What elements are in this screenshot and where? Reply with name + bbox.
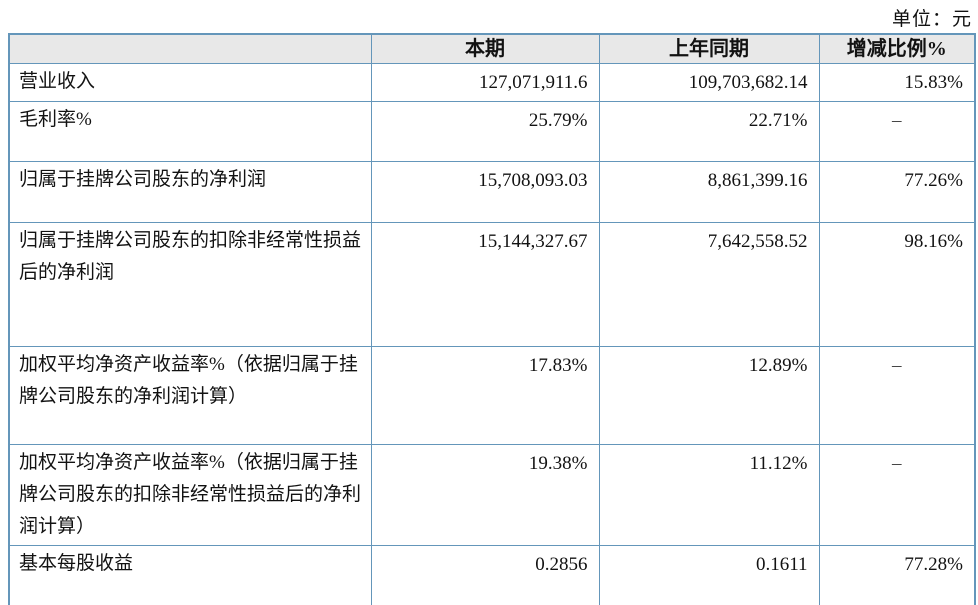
table-row-gross-margin: 毛利率% 25.79% 22.71% – [8,101,976,162]
table-row-net-profit-excl-nonrecurring: 归属于挂牌公司股东的扣除非经常性损益后的净利润 15,144,327.67 7,… [8,222,976,347]
current-period-value: 19.38% [370,444,600,546]
current-period-value: 15,144,327.67 [370,222,600,347]
prior-period-value: 11.12% [598,444,820,546]
prior-period-value: 22.71% [598,101,820,162]
table-row-net-profit-attributable: 归属于挂牌公司股东的净利润 15,708,093.03 8,861,399.16… [8,161,976,223]
unit-label: 单位：元 [891,9,972,30]
change-ratio-value: – [818,444,976,546]
change-ratio-value: 77.28% [818,544,976,605]
table-row-weighted-avg-roe-excl-nonrecurring: 加权平均净资产收益率%（依据归属于挂牌公司股东的扣除非经常性损益后的净利润计算）… [8,444,976,546]
row-label: 归属于挂牌公司股东的扣除非经常性损益后的净利润 [8,222,372,347]
prior-period-value: 109,703,682.14 [598,63,820,102]
change-ratio-value: – [818,346,976,445]
table-row-operating-revenue: 营业收入 127,071,911.6 109,703,682.14 15.83% [8,63,976,102]
current-period-value: 17.83% [370,346,600,445]
prior-period-value: 8,861,399.16 [598,161,820,223]
row-label: 基本每股收益 [8,544,372,605]
table-row-basic-eps: 基本每股收益 0.2856 0.1611 77.28% [8,544,976,605]
change-ratio-value: 15.83% [818,63,976,102]
prior-period-value: 12.89% [598,346,820,445]
prior-period-value: 7,642,558.52 [598,222,820,347]
table-row-weighted-avg-roe-net-profit: 加权平均净资产收益率%（依据归属于挂牌公司股东的净利润计算） 17.83% 12… [8,346,976,445]
change-ratio-value: – [818,101,976,162]
table-header-row: 本期 上年同期 增减比例% [8,33,976,64]
current-period-value: 0.2856 [370,544,600,605]
change-ratio-value: 77.26% [818,161,976,223]
current-period-value: 15,708,093.03 [370,161,600,223]
financial-summary-table: 本期 上年同期 增减比例% 营业收入 127,071,911.6 109,703… [8,33,976,605]
row-label: 加权平均净资产收益率%（依据归属于挂牌公司股东的净利润计算） [8,346,372,445]
current-period-value: 25.79% [370,101,600,162]
row-label: 营业收入 [8,63,372,102]
row-label: 加权平均净资产收益率%（依据归属于挂牌公司股东的扣除非经常性损益后的净利润计算） [8,444,372,546]
header-change-ratio: 增减比例% [818,33,976,64]
header-metric [8,33,372,64]
row-label: 毛利率% [8,101,372,162]
header-prior-period: 上年同期 [598,33,820,64]
header-current-period: 本期 [370,33,600,64]
row-label: 归属于挂牌公司股东的净利润 [8,161,372,223]
change-ratio-value: 98.16% [818,222,976,347]
prior-period-value: 0.1611 [598,544,820,605]
current-period-value: 127,071,911.6 [370,63,600,102]
